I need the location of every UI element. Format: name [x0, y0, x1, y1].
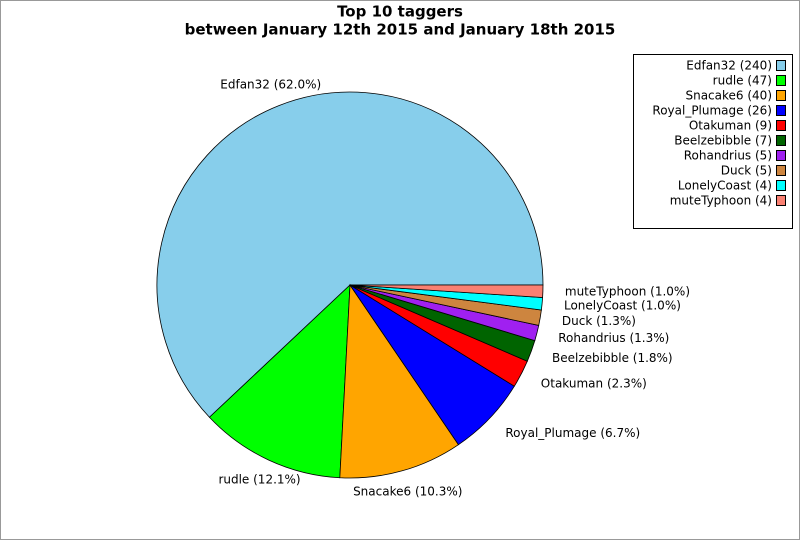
legend-swatch [776, 60, 786, 71]
legend-label: muteTyphoon (4) [670, 194, 772, 208]
chart-subtitle: between January 12th 2015 and January 18… [185, 21, 616, 39]
pie-slice [339, 283, 459, 479]
slice-label: Snacake6 (10.3%) [353, 485, 462, 499]
legend-swatch [776, 90, 786, 101]
legend-label: Duck (5) [721, 164, 772, 178]
legend-swatch [776, 165, 786, 176]
legend-swatch [776, 75, 786, 86]
legend-label: LonelyCoast (4) [678, 179, 772, 193]
pie-slice [349, 284, 544, 298]
pie-slice [156, 91, 544, 418]
legend-label: Royal_Plumage (26) [652, 104, 772, 118]
slice-label: Royal_Plumage (6.7%) [505, 426, 640, 440]
legend-label: Snacake6 (40) [685, 89, 772, 103]
legend-swatch [776, 150, 786, 161]
legend-swatch [776, 120, 786, 131]
legend-label: Rohandrius (5) [684, 149, 772, 163]
slice-label: rudle (12.1%) [218, 473, 300, 487]
slice-label: muteTyphoon (1.0%) [565, 284, 690, 298]
legend-label: Edfan32 (240) [686, 59, 772, 73]
slice-label: Rohandrius (1.3%) [558, 331, 669, 345]
legend-label: Beelzebibble (7) [674, 134, 772, 148]
chart-title: Top 10 taggers [337, 3, 463, 21]
legend-swatch [776, 195, 786, 206]
legend-box [633, 54, 793, 229]
slice-label: LonelyCoast (1.0%) [564, 298, 681, 312]
slice-label: Beelzebibble (1.8%) [552, 351, 673, 365]
legend-swatch [776, 180, 786, 191]
legend-label: Otakuman (9) [689, 119, 772, 133]
slice-label: Duck (1.3%) [562, 314, 636, 328]
slice-label: Edfan32 (62.0%) [220, 78, 321, 92]
pie-slice [208, 284, 351, 479]
legend-swatch [776, 135, 786, 146]
slice-label: Otakuman (2.3%) [541, 377, 647, 391]
legend-label: rudle (47) [713, 74, 772, 88]
legend-swatch [776, 105, 786, 116]
